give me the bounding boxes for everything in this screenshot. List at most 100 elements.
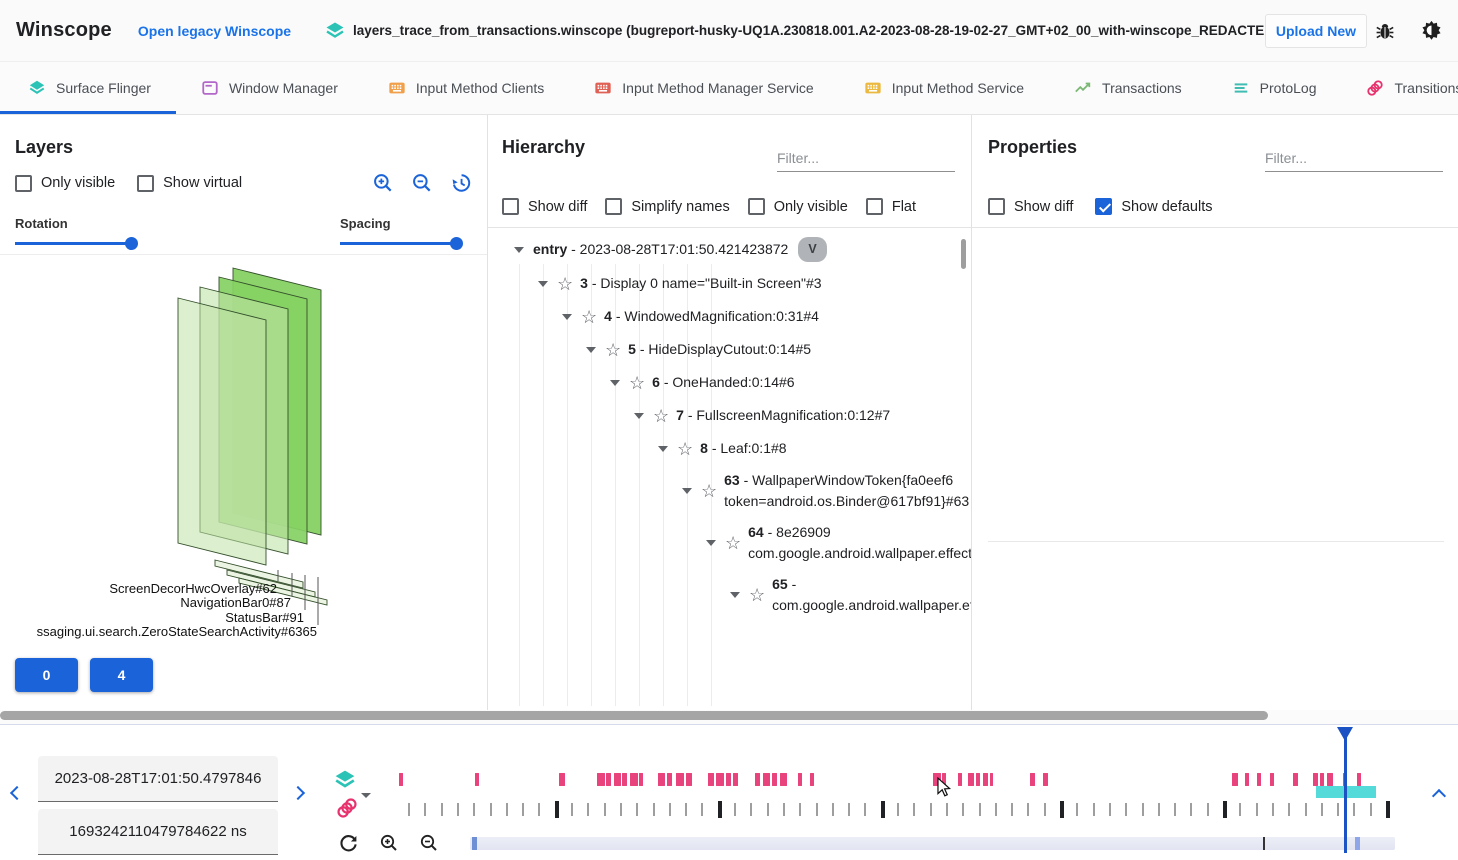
transaction-event-marker[interactable] [686, 773, 692, 786]
transaction-event-marker[interactable] [1357, 773, 1361, 786]
transaction-event-marker[interactable] [667, 773, 672, 786]
star-icon[interactable]: ☆ [581, 306, 598, 327]
expand-arrow-icon[interactable] [682, 488, 692, 494]
frame-tick[interactable] [783, 803, 785, 816]
expand-arrow-icon[interactable] [610, 379, 620, 386]
frame-tick[interactable] [506, 803, 508, 816]
display-button-4[interactable]: 4 [90, 658, 153, 692]
expand-arrow-icon[interactable] [658, 445, 668, 452]
frame-tick[interactable] [718, 801, 722, 818]
tree-node-8[interactable]: ☆ 8 - Leaf:0:1#8 [514, 432, 971, 465]
transaction-event-marker[interactable] [1232, 773, 1238, 786]
transaction-event-marker[interactable] [399, 773, 403, 786]
star-icon[interactable]: ☆ [701, 481, 718, 501]
frame-tick[interactable] [1158, 803, 1160, 816]
frame-tick[interactable] [408, 803, 410, 816]
frame-tick[interactable] [1353, 803, 1355, 816]
frame-tick[interactable] [816, 803, 818, 816]
upload-new-button[interactable]: Upload New [1264, 13, 1367, 48]
checkbox-show-diff[interactable]: Show diff [988, 198, 1073, 215]
transaction-event-marker[interactable] [716, 773, 724, 786]
frame-tick[interactable] [1093, 803, 1095, 816]
spacing-slider-thumb[interactable] [450, 236, 463, 250]
frame-tick[interactable] [1288, 803, 1290, 816]
frame-tick[interactable] [832, 803, 834, 816]
frame-tick[interactable] [1321, 803, 1323, 816]
frame-tick[interactable] [1305, 803, 1307, 816]
transaction-event-marker[interactable] [763, 773, 770, 786]
tree-node-entry[interactable]: entry - 2023-08-28T17:01:50.421423872 V [514, 232, 971, 267]
transaction-event-marker[interactable] [559, 773, 565, 786]
checkbox-box[interactable] [137, 174, 155, 192]
timeline-canvas[interactable] [0, 725, 1458, 860]
checkbox-box[interactable] [15, 174, 32, 192]
transaction-event-marker[interactable] [475, 773, 479, 786]
transaction-event-marker[interactable] [1270, 773, 1274, 786]
tree-node-65[interactable]: ☆ 65 - com.google.android.wallpaper.effec… [514, 569, 971, 621]
frame-tick[interactable] [913, 803, 915, 816]
transaction-event-marker[interactable] [798, 773, 802, 786]
tab-transactions[interactable]: Transactions [1049, 62, 1207, 114]
frame-tick[interactable] [653, 803, 655, 816]
frame-tick[interactable] [604, 803, 606, 816]
frame-tick[interactable] [930, 803, 932, 816]
checkbox-show-virtual[interactable]: Show virtual [137, 174, 242, 192]
frame-tick[interactable] [1272, 803, 1274, 816]
frame-tick[interactable] [767, 803, 769, 816]
frame-tick[interactable] [734, 803, 736, 816]
tab-input-method-manager-service[interactable]: Input Method Manager Service [569, 62, 838, 114]
timeline-cursor-line[interactable] [1344, 727, 1347, 853]
frame-tick[interactable] [669, 803, 671, 816]
transaction-event-marker[interactable] [1320, 773, 1324, 786]
frame-tick[interactable] [864, 803, 866, 816]
frame-tick[interactable] [636, 803, 638, 816]
frame-tick[interactable] [701, 803, 703, 816]
frame-tick[interactable] [897, 803, 899, 816]
frame-tick[interactable] [750, 803, 752, 816]
tree-node-6[interactable]: ☆ 6 - OneHanded:0:14#6 [514, 366, 971, 399]
tab-input-method-service[interactable]: Input Method Service [839, 62, 1049, 114]
frame-tick[interactable] [1386, 801, 1390, 818]
frame-tick[interactable] [881, 801, 885, 818]
frame-tick[interactable] [1223, 801, 1227, 818]
checkbox-only-visible[interactable]: Only visible [15, 174, 115, 192]
frame-tick[interactable] [571, 803, 573, 816]
frame-tick[interactable] [1076, 803, 1078, 816]
frame-tick[interactable] [457, 803, 459, 816]
transaction-event-marker[interactable] [1313, 773, 1318, 786]
star-icon[interactable]: ☆ [653, 405, 670, 426]
report-bug-icon[interactable] [1375, 21, 1395, 41]
checkbox-show-defaults[interactable]: Show defaults [1095, 198, 1212, 215]
layer-label[interactable]: StatusBar#91 [225, 610, 304, 625]
zoom-in-icon[interactable] [372, 172, 394, 194]
checkbox-only-visible[interactable]: Only visible [747, 198, 848, 215]
refresh-icon[interactable] [338, 832, 359, 853]
checkbox-box[interactable] [502, 198, 519, 215]
tab-window-manager[interactable]: Window Manager [176, 62, 363, 114]
transaction-event-marker[interactable] [958, 773, 962, 786]
frame-tick[interactable] [946, 803, 948, 816]
transaction-event-marker[interactable] [733, 773, 738, 786]
frame-tick[interactable] [1174, 803, 1176, 816]
checkbox-box[interactable] [1095, 198, 1113, 215]
transaction-event-marker[interactable] [1293, 773, 1298, 786]
frame-tick[interactable] [979, 803, 981, 816]
transaction-event-marker[interactable] [606, 773, 611, 786]
properties-filter-input[interactable] [1265, 145, 1443, 172]
layers-3d-canvas[interactable] [0, 255, 488, 645]
transaction-event-marker[interactable] [990, 773, 993, 786]
transactions-trace-icon[interactable] [336, 797, 358, 824]
dark-mode-toggle-icon[interactable] [1421, 20, 1442, 41]
rotation-slider-thumb[interactable] [125, 236, 138, 250]
transaction-event-marker[interactable] [976, 773, 980, 786]
frame-tick[interactable] [1256, 803, 1258, 816]
star-icon[interactable]: ☆ [749, 585, 766, 605]
timestamp-ns-input[interactable]: 1693242110479784622 ns [38, 809, 278, 855]
transaction-event-marker[interactable] [1257, 773, 1261, 786]
tree-node-3[interactable]: ☆ 3 - Display 0 name="Built-in Screen"#3 [514, 267, 971, 300]
transaction-event-marker[interactable] [622, 773, 627, 786]
surface-flinger-trace-icon[interactable] [334, 769, 356, 796]
frame-tick[interactable] [995, 803, 997, 816]
star-icon[interactable]: ☆ [677, 438, 694, 459]
spacing-slider[interactable] [340, 236, 463, 250]
